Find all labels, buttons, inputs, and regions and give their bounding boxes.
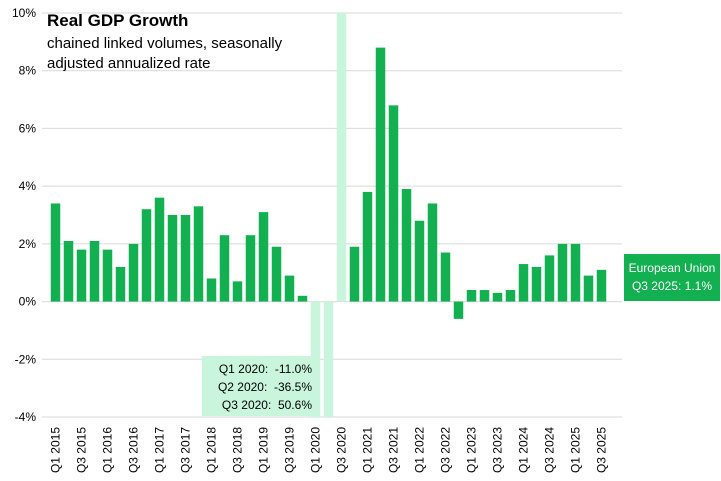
y-tick-label: -2% [15, 352, 37, 366]
x-tick-label: Q1 2022 [413, 427, 427, 473]
bar-q1-2018 [206, 278, 217, 302]
x-tick-label: Q1 2017 [153, 427, 167, 473]
bar-q3-2018 [232, 281, 243, 302]
x-tick-label: Q1 2015 [49, 427, 63, 473]
x-tick-label: Q3 2018 [231, 427, 245, 473]
covid-annotation-box: Q1 2020: -11.0% Q2 2020: -36.5% Q3 2020:… [202, 356, 317, 416]
bar-q1-2025 [570, 243, 581, 302]
bar-q3-2015 [76, 249, 87, 302]
bar-q4-2018 [245, 235, 256, 302]
bar-q4-2021 [401, 189, 412, 302]
bar-q2-2025 [583, 275, 594, 302]
y-tick-label: -4% [15, 410, 37, 424]
annotation-line-q3-2020: Q3 2020: 50.6% [221, 398, 312, 412]
bars [50, 13, 607, 417]
x-axis-labels: Q1 2015 Q3 2015 Q1 2016 Q3 2016 Q1 2017 Q3 20… [49, 427, 609, 473]
latest-value-label: European Union Q3 2025: 1.1% [624, 254, 720, 301]
annotation-line-q2-2020: Q2 2020: -36.5% [217, 380, 312, 394]
bar-q3-2019 [284, 275, 295, 302]
latest-label-region: European Union [628, 261, 716, 275]
bar-q1-2024 [518, 264, 529, 302]
bar-q1-2015 [50, 203, 61, 302]
chart-subtitle: chained linked volumes, seasonally adjus… [47, 35, 283, 72]
bar-q2-2021 [375, 47, 386, 302]
bar-q2-2015 [63, 240, 74, 302]
x-tick-label: Q1 2021 [361, 427, 375, 473]
bar-q4-2020 [349, 246, 360, 302]
bar-q3-2025 [596, 269, 607, 302]
x-tick-label: Q3 2021 [387, 427, 401, 473]
bar-q3-2024 [544, 255, 555, 302]
bar-q2-2023 [479, 290, 490, 302]
bar-q2-2017 [167, 215, 178, 302]
x-tick-label: Q1 2025 [569, 427, 583, 473]
x-tick-label: Q3 2023 [491, 427, 505, 473]
bar-q1-2016 [102, 249, 113, 302]
bar-q2-2018 [219, 235, 230, 302]
annotation-line-q1-2020: Q1 2020: -11.0% [218, 362, 312, 376]
bar-q3-2021 [388, 105, 399, 302]
bar-q3-2017 [180, 215, 191, 302]
bar-q1-2022 [414, 220, 425, 302]
bar-q1-2021 [362, 191, 373, 302]
x-tick-label: Q3 2025 [595, 427, 609, 473]
y-tick-label: 0% [19, 295, 37, 309]
bar-q4-2015 [89, 240, 100, 302]
x-tick-label: Q1 2020 [309, 427, 323, 473]
x-tick-label: Q3 2019 [283, 427, 297, 473]
bar-q3-2016 [128, 243, 139, 302]
y-axis-labels: -4% -2% 0% 2% 4% 6% 8% 10% [12, 6, 36, 424]
bar-q3-2022 [440, 252, 451, 302]
bar-q2-2020 [323, 301, 334, 417]
bar-q2-2024 [531, 266, 542, 302]
x-tick-label: Q3 2022 [439, 427, 453, 473]
y-tick-label: 8% [19, 64, 37, 78]
bar-q1-2017 [154, 197, 165, 302]
bar-q3-2020 [336, 13, 347, 302]
x-tick-label: Q1 2024 [517, 427, 531, 473]
x-tick-label: Q1 2019 [257, 427, 271, 473]
bar-q4-2023 [505, 290, 516, 302]
x-tick-label: Q3 2015 [75, 427, 89, 473]
x-tick-label: Q3 2024 [543, 427, 557, 473]
bar-q2-2019 [271, 246, 282, 302]
bar-q4-2016 [141, 209, 152, 302]
bar-q1-2023 [466, 290, 477, 302]
y-tick-label: 10% [12, 6, 36, 20]
x-tick-label: Q3 2020 [335, 427, 349, 473]
x-tick-label: Q1 2023 [465, 427, 479, 473]
x-tick-label: Q1 2016 [101, 427, 115, 473]
latest-label-value: Q3 2025: 1.1% [631, 279, 713, 293]
x-tick-label: Q1 2018 [205, 427, 219, 473]
y-tick-label: 4% [19, 179, 37, 193]
chart-title: Real GDP Growth [47, 11, 189, 30]
bar-q4-2024 [557, 243, 568, 302]
bar-q4-2019 [297, 295, 308, 302]
bar-q2-2016 [115, 266, 126, 302]
bar-q2-2022 [427, 203, 438, 302]
y-tick-label: 6% [19, 121, 37, 135]
bar-q4-2017 [193, 206, 204, 302]
x-tick-label: Q3 2017 [179, 427, 193, 473]
y-tick-label: 2% [19, 237, 37, 251]
x-tick-label: Q3 2016 [127, 427, 141, 473]
bar-q1-2019 [258, 212, 269, 302]
bar-q4-2022 [453, 301, 464, 319]
bar-q3-2023 [492, 292, 503, 302]
